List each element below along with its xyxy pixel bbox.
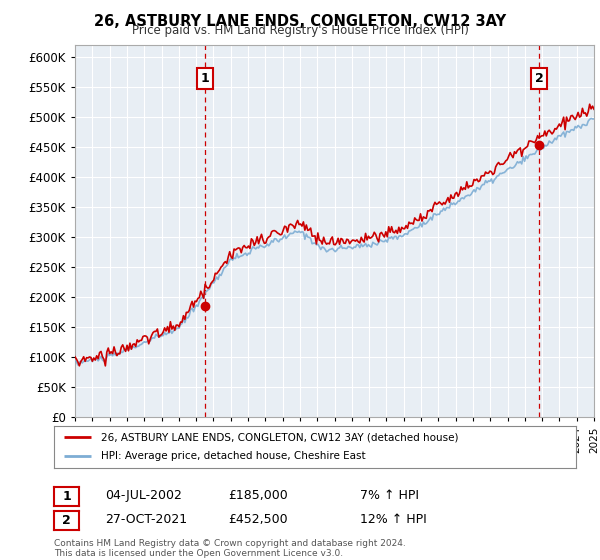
Text: £452,500: £452,500 (228, 513, 287, 526)
Text: 1: 1 (200, 72, 209, 85)
Text: Price paid vs. HM Land Registry's House Price Index (HPI): Price paid vs. HM Land Registry's House … (131, 24, 469, 37)
Text: 04-JUL-2002: 04-JUL-2002 (105, 489, 182, 502)
Text: 26, ASTBURY LANE ENDS, CONGLETON, CW12 3AY (detached house): 26, ASTBURY LANE ENDS, CONGLETON, CW12 3… (101, 432, 458, 442)
Text: 2: 2 (62, 514, 71, 527)
Text: 7% ↑ HPI: 7% ↑ HPI (360, 489, 419, 502)
Text: HPI: Average price, detached house, Cheshire East: HPI: Average price, detached house, Ches… (101, 451, 365, 461)
Text: 27-OCT-2021: 27-OCT-2021 (105, 513, 187, 526)
Text: £185,000: £185,000 (228, 489, 288, 502)
Text: Contains HM Land Registry data © Crown copyright and database right 2024.
This d: Contains HM Land Registry data © Crown c… (54, 539, 406, 558)
Text: 26, ASTBURY LANE ENDS, CONGLETON, CW12 3AY: 26, ASTBURY LANE ENDS, CONGLETON, CW12 3… (94, 14, 506, 29)
Text: 12% ↑ HPI: 12% ↑ HPI (360, 513, 427, 526)
Text: 1: 1 (62, 489, 71, 503)
Text: 2: 2 (535, 72, 544, 85)
